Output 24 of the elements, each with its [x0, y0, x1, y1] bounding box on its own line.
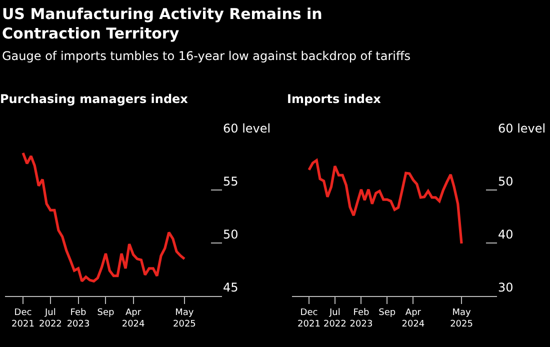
x-tick-label: May 2025 — [450, 308, 473, 330]
x-tick-label: Sep — [378, 308, 396, 318]
y-tick-label: 30 — [498, 280, 514, 294]
y-tick-label: 60 level — [223, 121, 271, 136]
x-tick-label: Feb 2023 — [350, 308, 373, 330]
x-tick-label: Apr 2024 — [122, 308, 146, 330]
y-tick-label: 55 — [223, 174, 238, 188]
y-tick-label: 45 — [223, 280, 238, 294]
x-tick-label: Feb 2023 — [66, 308, 90, 330]
x-tick-label: Sep — [97, 308, 114, 318]
x-tick-label: Dec 2021 — [298, 308, 320, 330]
y-axis-title: Purchasing managers index — [0, 92, 188, 106]
x-tick-label: Apr 2024 — [402, 308, 425, 330]
y-tick-label: 50 — [498, 174, 514, 188]
y-tick-label: 40 — [498, 227, 514, 242]
y-axis-title: Imports index — [287, 92, 382, 106]
y-tick-label: 50 — [223, 227, 238, 242]
x-tick-label: Jul 2022 — [38, 308, 62, 330]
chart-subtitle: Gauge of imports tumbles to 16-year low against backdrop of tariffs — [2, 49, 411, 63]
x-tick-label: Dec 2021 — [12, 308, 34, 330]
y-tick-label: 60 level — [498, 121, 546, 136]
x-tick-label: May 2025 — [172, 308, 196, 330]
chart-title: US Manufacturing Activity Remains in Contraction Territory — [2, 5, 322, 42]
x-tick-label: Jul 2022 — [323, 308, 346, 330]
